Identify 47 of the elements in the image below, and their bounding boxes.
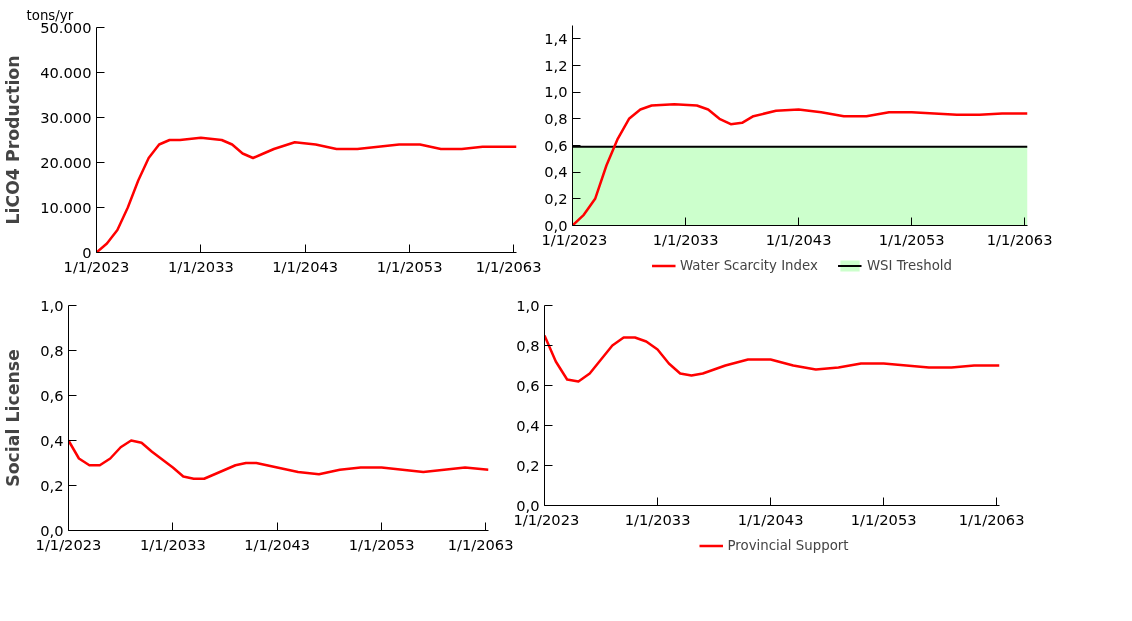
x-tick-label: 1/1/2043 xyxy=(765,230,832,248)
x-tick-label: 1/1/2033 xyxy=(652,230,719,248)
y-tick-label: 10.000 xyxy=(40,198,92,216)
x-tick-label: 1/1/2033 xyxy=(167,257,234,275)
y-tick-label: 0,0 xyxy=(40,521,64,539)
y-tick-label: 0,2 xyxy=(40,476,64,494)
x-tick-label: 1/1/2063 xyxy=(447,535,514,553)
y-tick-label: 30.000 xyxy=(40,108,92,126)
x-tick-label: 1/1/2043 xyxy=(272,257,339,275)
y-tick-label: 1,4 xyxy=(544,29,568,47)
x-tick-label: 1/1/2063 xyxy=(475,257,542,275)
y-tick-label: 0,8 xyxy=(40,341,64,359)
y-tick-label: 20.000 xyxy=(40,153,92,171)
x-tick-label: 1/1/2053 xyxy=(878,230,945,248)
y-axis-title: LiCO4 Production xyxy=(3,55,24,225)
y-axis-title: Social License xyxy=(3,349,24,487)
legend-label: Provincial Support xyxy=(727,537,849,553)
y-tick-label: 0,8 xyxy=(544,109,568,127)
line-series xyxy=(68,439,489,480)
y-tick-label: 0,4 xyxy=(40,431,64,449)
legend-label: WSI Treshold xyxy=(866,257,952,273)
legend-label: Water Scarcity Index xyxy=(680,257,818,273)
x-tick-label: 1/1/2053 xyxy=(348,535,415,553)
x-tick-label: 1/1/2063 xyxy=(986,230,1053,248)
y-tick-label: 1,2 xyxy=(544,56,568,74)
y-tick-label: 0,6 xyxy=(544,136,568,154)
x-tick-label: 1/1/2043 xyxy=(737,510,804,528)
y-tick-label: 1,0 xyxy=(516,296,540,314)
y-tick-label: 1,0 xyxy=(544,83,568,101)
x-tick-label: 1/1/2033 xyxy=(624,510,691,528)
y-tick-label: 0,2 xyxy=(544,189,568,207)
y-tick-label: 0,2 xyxy=(516,456,540,474)
line-series xyxy=(544,334,1000,383)
y-tick-label: 0,6 xyxy=(40,386,64,404)
y-tick-label: 0,4 xyxy=(544,163,568,181)
y-tick-label: 40.000 xyxy=(40,63,92,81)
x-tick-label: 1/1/2033 xyxy=(139,535,206,553)
y-tick-label: 0,4 xyxy=(516,416,540,434)
x-tick-label: 1/1/2053 xyxy=(850,510,917,528)
y-tick-label: 0,8 xyxy=(516,336,540,354)
x-tick-label: 1/1/2053 xyxy=(376,257,443,275)
y-tick-label: 0,0 xyxy=(516,496,540,514)
y-tick-label: 1,0 xyxy=(40,296,64,314)
y-tick-label: 0,0 xyxy=(544,216,568,234)
x-tick-label: 1/1/2063 xyxy=(958,510,1025,528)
x-tick-label: 1/1/2043 xyxy=(244,535,311,553)
y-tick-label: 0,6 xyxy=(516,376,540,394)
